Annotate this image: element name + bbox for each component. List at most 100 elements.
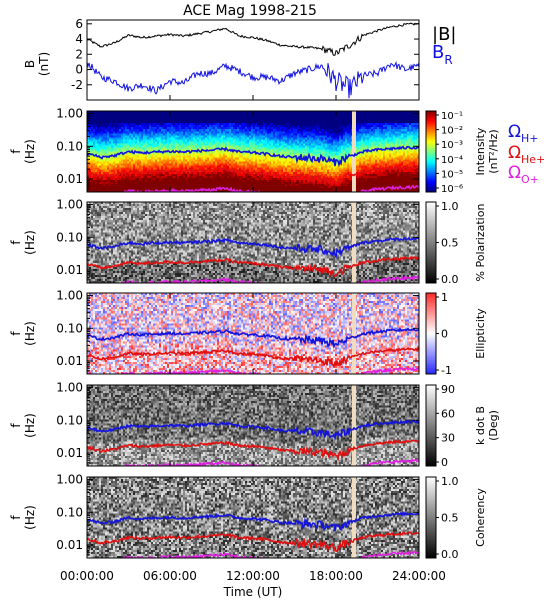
colorbar-cell [426,319,436,322]
colorbar-cell [426,119,436,122]
line-ytick-label: 6 [75,17,83,31]
colorbar-cell [426,169,436,173]
colorbar-cell [426,491,436,494]
colorbar-frame [425,110,437,193]
colorbar-cell [426,345,436,349]
freq-yunit: (Hz) [23,321,37,346]
colorbar-cell [426,533,436,537]
colorbar-cell [426,202,436,205]
colorbar-title: (Deg) [487,410,500,441]
line-ytick-label: 0 [75,63,83,77]
freq-tick-label: 1.00 [56,289,83,303]
colorbar-cell [426,224,436,227]
colorbar-cell [426,537,436,541]
colorbar-tick-label: 1.0 [441,475,459,488]
colorbar-title: k dot B [474,406,487,445]
colorbar-cell [426,447,436,451]
colorbar-cell [426,129,436,132]
colorbar-cell [426,238,436,241]
gyro-legend-h-symbol: Ω [508,122,521,142]
colorbar-cell [426,331,436,334]
time-tick-label: 12:00:00 [226,569,280,583]
colorbar-cell [426,315,436,318]
colorbar-cell [426,185,436,189]
colorbar-title: Intensity [474,127,487,175]
colorbar-cell [426,463,436,467]
colorbar-cell [426,262,436,266]
freq-tick-label: 0.10 [56,321,83,335]
colorbar-cell [426,521,436,525]
colorbar-cell [426,167,436,171]
gyro-legend-o-symbol: Ω [508,163,521,183]
colorbar-title: Coherency [474,488,487,547]
data-gap-stripe [351,202,356,283]
colorbar-cell [426,139,436,142]
colorbar-cell [426,351,436,355]
colorbar-cell [426,299,436,302]
colorbar-cell [426,401,436,404]
colorbar-cell [426,274,436,278]
colorbar-cell [426,256,436,260]
colorbar-cell [426,317,436,320]
colorbar-cell [426,457,436,461]
colorbar-cell [426,268,436,272]
freq-tick-label: 0.10 [56,230,83,244]
gyro-curve-he-plus [87,256,419,278]
series-line-b-total [87,22,419,56]
colorbar-cell [426,523,436,527]
colorbar-cell [426,431,436,435]
colorbar-cell [426,181,436,185]
freq-tick-label: 1.00 [56,198,83,212]
colorbar-cell [426,359,436,363]
colorbar-cell [426,206,436,209]
colorbar-cell [426,367,436,371]
colorbar-cell [426,405,436,408]
colorbar-cell [426,341,436,345]
colorbar-cell [426,483,436,486]
freq-tick-label: 0.01 [56,538,83,552]
colorbar-cell [426,228,436,231]
colorbar-cell [426,222,436,225]
colorbar-cell [426,493,436,496]
freq-yunit: (Hz) [23,505,37,530]
colorbar-cell [426,515,436,518]
colorbar-cell [426,439,436,443]
line-ytick-label: 2 [75,47,83,61]
colorbar-cell [426,449,436,453]
colorbar-frame [425,384,437,467]
colorbar-cell [426,357,436,361]
colorbar-cell [426,415,436,418]
colorbar-cell [426,507,436,510]
colorbar-tick-label: 0.0 [441,548,459,561]
gyro-curve-he-plus [87,438,419,462]
colorbar-cell [426,250,436,254]
colorbar-cell [426,513,436,516]
colorbar-cell [426,210,436,213]
colorbar-cell [426,204,436,207]
colorbar-cell [426,149,436,152]
colorbar-cell [426,365,436,369]
freq-tick-label: 0.10 [56,139,83,153]
gyro-curves [87,145,419,192]
colorbar-cell [426,329,436,332]
colorbar-cell [426,501,436,504]
freq-tick-label: 1.00 [56,107,83,121]
colorbar-cell [426,549,436,553]
colorbar-tick-label: 1 [441,291,448,304]
colorbar-tick-label: 10⁻¹ [441,111,463,122]
colorbar-cell [426,135,436,138]
freq-yunit: (Hz) [23,230,37,255]
freq-tick-label: 0.01 [56,446,83,460]
colorbar-cell [426,385,436,388]
colorbar-cell [426,481,436,484]
colorbar-cell [426,437,436,441]
colorbar-cell [426,397,436,400]
colorbar-cell [426,121,436,124]
colorbar-cell [426,349,436,353]
colorbar-cell [426,387,436,390]
freq-ylabel: f [9,331,23,336]
colorbar-cell [426,441,436,445]
colorbar-cell [426,323,436,326]
colorbar-cell [426,555,436,559]
colorbar-cell [426,163,436,167]
